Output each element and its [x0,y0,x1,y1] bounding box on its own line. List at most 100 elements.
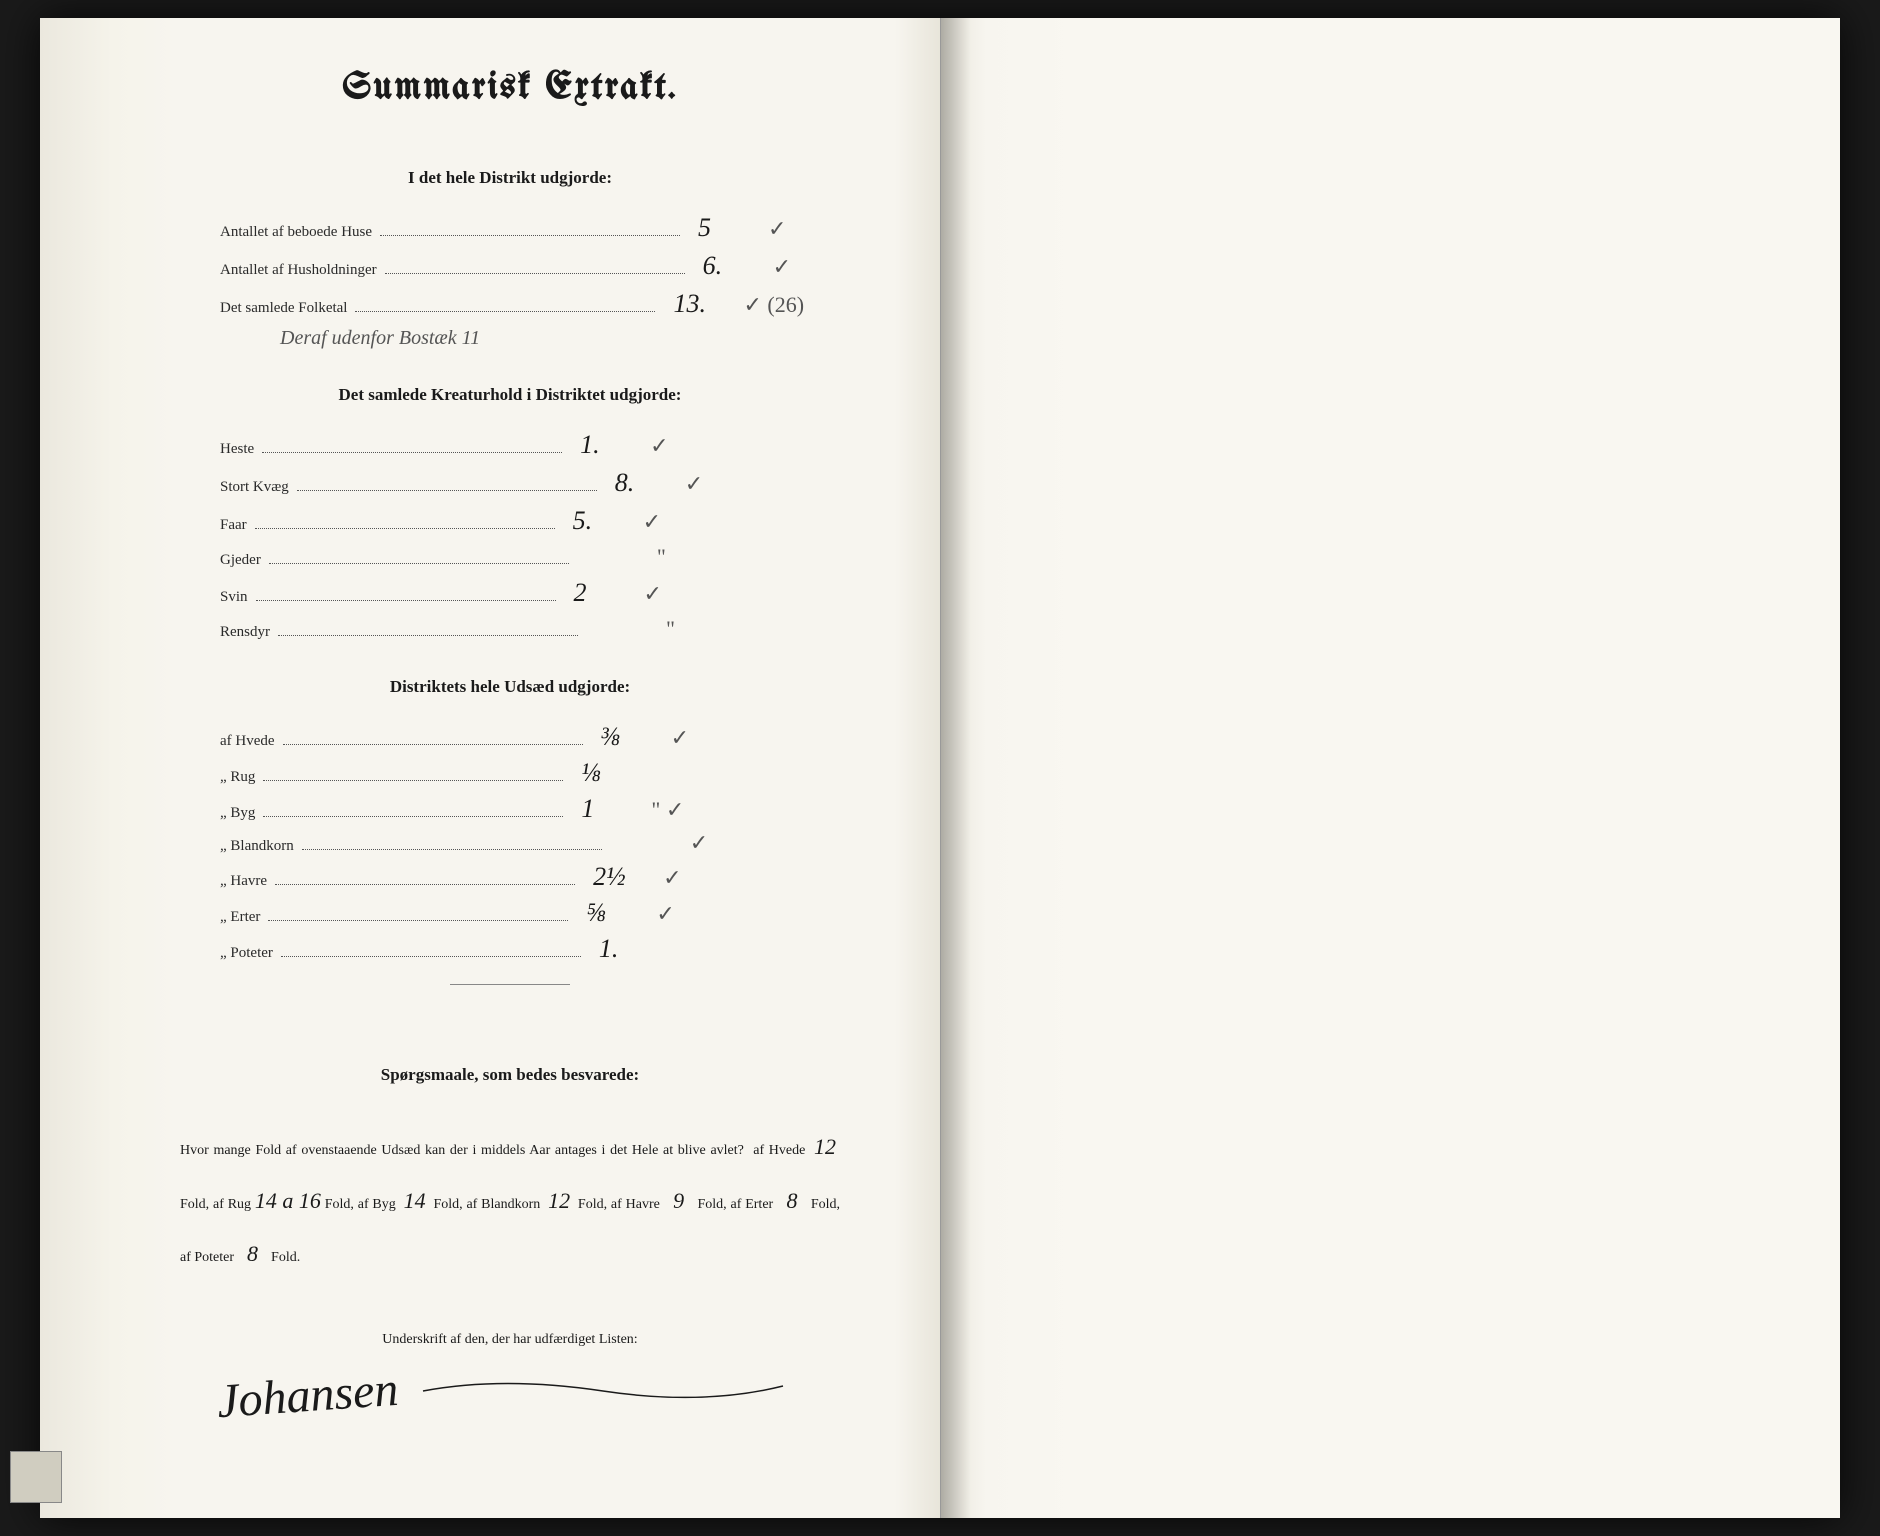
dotted-leader [281,956,581,957]
value: 1 [571,794,641,824]
value: 2½ [583,862,653,892]
value: 1. [589,934,659,964]
value: 1. [570,430,640,460]
note: " [657,544,666,570]
row-hvede: af Hvede ⅜ ✓ [160,722,860,752]
row-huse: Antallet af beboede Huse 5 ✓ [160,213,860,243]
dotted-leader [269,563,569,564]
section1-header: I det hele Distrikt udgjorde: [160,168,860,188]
row-husholdninger: Antallet af Husholdninger 6. ✓ [160,251,860,281]
row-folketal: Det samlede Folketal 13. ✓ (26) [160,289,860,319]
handwritten-annotation: Deraf udenfor Bostæk 11 [160,327,860,350]
section2-rows: Heste 1. ✓ Stort Kvæg 8. ✓ Faar 5. ✓ Gje… [160,430,860,642]
label: „ Poteter [220,945,273,962]
label: Rensdyr [220,624,270,641]
right-page-blank [940,18,1840,1518]
note: ✓ [768,216,786,242]
note: " ✓ [651,797,684,823]
fill-blandkorn: 12 [544,1175,574,1229]
label: Stort Kvæg [220,479,289,496]
value: ⅜ [591,722,661,752]
note: ✓ [690,830,708,856]
section3-header: Distriktets hele Udsæd udgjorde: [160,677,860,697]
note: ✓ [663,865,681,891]
fill-rug: 14 a 16 [255,1175,321,1229]
value: 6. [693,251,763,281]
section2-header: Det samlede Kreaturhold i Distriktet udg… [160,385,860,405]
row-erter: „ Erter ⅝ ✓ [160,898,860,928]
row-svin: Svin 2 ✓ [160,578,860,608]
note: ✓ [685,471,703,497]
row-havre: „ Havre 2½ ✓ [160,862,860,892]
fill-havre: 9 [664,1175,694,1229]
value: 5 [688,213,758,243]
note: ✓ [773,254,791,280]
value: ⅝ [576,898,646,928]
note: ✓ [643,509,661,535]
value: 5. [563,506,633,536]
dotted-leader [355,311,655,312]
page-title: Summarisk Extrakt. [160,68,860,108]
label: „ Blandkorn [220,838,294,855]
dotted-leader [255,528,555,529]
label: Antallet af Husholdninger [220,262,377,279]
note: " [666,616,675,642]
note: ✓ [644,581,662,607]
open-book: Summarisk Extrakt. I det hele Distrikt u… [40,18,1840,1518]
dotted-leader [263,780,563,781]
dotted-leader [380,235,680,236]
dotted-leader [385,273,685,274]
signature-block: Underskrift af den, der har udfærdiget L… [160,1332,860,1423]
row-faar: Faar 5. ✓ [160,506,860,536]
row-poteter: „ Poteter 1. [160,934,860,964]
dotted-leader [268,920,568,921]
label: „ Erter [220,909,260,926]
fill-hvede: 12 [810,1121,840,1175]
spine-shadow [941,18,971,1518]
question-preamble: Hvor mange Fold af ovenstaaende Udsæd ka… [180,1143,744,1158]
section3-rows: af Hvede ⅜ ✓ „ Rug ⅛ „ Byg 1 " ✓ „ Bland… [160,722,860,964]
note: ✓ [656,901,674,927]
label: Det samlede Folketal [220,300,347,317]
row-gjeder: Gjeder " [160,544,860,570]
dotted-leader [297,490,597,491]
signature-flourish-icon [403,1371,803,1411]
fill-erter: 8 [777,1175,807,1229]
row-blandkorn: „ Blandkorn ✓ [160,830,860,856]
label: „ Havre [220,873,267,890]
questions-text: Hvor mange Fold af ovenstaaende Udsæd ka… [180,1121,840,1282]
label: Antallet af beboede Huse [220,224,372,241]
note: ✓ [650,433,668,459]
dotted-leader [263,816,563,817]
value: 2 [564,578,634,608]
fill-poteter: 8 [238,1228,268,1282]
dotted-leader [275,884,575,885]
fill-byg: 14 [400,1175,430,1229]
section1-rows: Antallet af beboede Huse 5 ✓ Antallet af… [160,213,860,319]
label: Heste [220,441,254,458]
note: ✓ (26) [743,292,804,318]
divider-rule [450,984,570,985]
row-rensdyr: Rensdyr " [160,616,860,642]
questions-section: Spørgsmaale, som bedes besvarede: Hvor m… [160,1055,860,1282]
label: Svin [220,589,248,606]
dotted-leader [256,600,556,601]
label: „ Byg [220,805,255,822]
value: 13. [663,289,733,319]
dotted-leader [278,635,578,636]
label: af Hvede [220,733,275,750]
value: 8. [605,468,675,498]
label: Gjeder [220,552,261,569]
label: „ Rug [220,769,255,786]
row-rug: „ Rug ⅛ [160,758,860,788]
value: ⅛ [571,758,641,788]
page-corner-tab [10,1451,62,1503]
dotted-leader [302,849,602,850]
row-heste: Heste 1. ✓ [160,430,860,460]
note: ✓ [671,725,689,751]
row-byg: „ Byg 1 " ✓ [160,794,860,824]
signature-name: Johansen [216,1362,401,1430]
left-page: Summarisk Extrakt. I det hele Distrikt u… [40,18,940,1518]
dotted-leader [262,452,562,453]
row-kvaeg: Stort Kvæg 8. ✓ [160,468,860,498]
